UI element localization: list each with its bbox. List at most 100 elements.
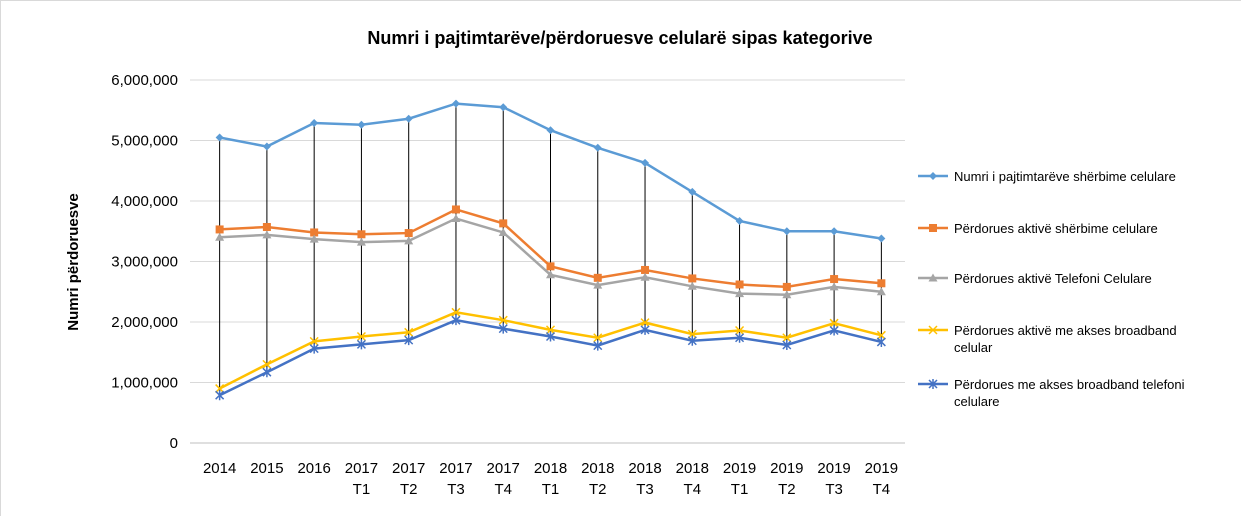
y-tick-label: 2,000,000 [111,314,178,331]
marker [830,275,839,284]
marker [309,343,319,354]
legend-marker [928,379,938,389]
marker [782,282,791,291]
marker [262,223,271,232]
y-tick-label: 1,000,000 [111,375,178,392]
marker [310,118,319,127]
marker [451,214,461,223]
marker [688,274,697,283]
marker [498,227,508,236]
x-tick-label: 2019 [723,460,756,477]
marker [215,384,225,394]
marker [688,187,697,196]
y-tick-label: 3,000,000 [111,254,178,271]
marker [735,325,745,336]
marker [498,323,508,334]
x-tick-label: 2018 [676,460,709,477]
marker [782,227,791,236]
marker [499,219,508,228]
marker [687,329,697,339]
marker [262,359,272,369]
marker [876,330,886,340]
marker [829,325,839,336]
y-axis-label: Numri përdoruesve [65,193,82,331]
marker [215,390,225,401]
legend-label: Përdorues me akses broadband telefoni ce… [954,377,1185,409]
x-tick-label: 2017 [392,460,425,477]
legend-entry: Përdorues aktivë Telefoni Celulare [918,270,1218,287]
marker [356,339,366,350]
marker [876,336,886,347]
x-tick-label: T1 [731,481,749,498]
y-tick-label: 4,000,000 [111,193,178,210]
marker [309,336,319,346]
marker [499,103,508,112]
legend-label: Përdorues aktivë Telefoni Celulare [954,271,1152,286]
marker [593,280,603,289]
marker [546,262,555,271]
marker [215,232,225,241]
marker [830,227,839,236]
marker [641,158,650,167]
x-tick-label: 2019 [865,460,898,477]
x-tick-label: T4 [873,481,891,498]
marker [404,236,414,245]
chart-title: Numri i pajtimtarëve/përdoruesve celular… [367,28,872,48]
legend-entry: Përdorues aktivë me akses broadband celu… [918,322,1218,356]
legend-label: Përdorues aktivë shërbime celulare [954,221,1158,236]
marker [641,265,650,274]
x-tick-label: T4 [684,481,702,498]
y-tick-label: 0 [170,435,178,452]
marker [404,229,413,238]
marker [877,234,886,243]
legend-entry: Përdorues me akses broadband telefoni ce… [918,376,1218,410]
legend-marker [928,273,938,282]
marker [829,318,839,328]
marker [451,315,461,326]
marker [215,133,224,142]
marker [545,325,556,335]
legend-swatch [918,379,948,389]
marker [357,120,366,129]
x-tick-label: 2017 [487,460,520,477]
marker [404,335,414,346]
y-tick-label: 6,000,000 [111,72,178,89]
marker [735,216,744,225]
marker [782,339,792,350]
legend-marker [929,172,937,180]
legend-entry: Numri i pajtimtarëve shërbime celulare [918,168,1218,185]
x-tick-label: 2019 [770,460,803,477]
marker [735,332,745,343]
marker [262,230,272,239]
marker [546,126,555,135]
marker [215,225,224,234]
marker [593,333,603,343]
legend-marker [929,224,937,232]
marker [735,289,745,298]
x-tick-label: 2018 [628,460,661,477]
legend-swatch [918,325,948,335]
marker [357,230,366,239]
legend-entry: Përdorues aktivë shërbime celulare [918,220,1218,237]
marker [687,335,697,346]
x-tick-label: T1 [353,481,371,498]
marker [735,280,744,289]
x-tick-label: T4 [494,481,512,498]
x-tick-label: T1 [542,481,560,498]
marker [262,142,271,151]
marker [829,282,839,291]
marker [782,333,792,343]
x-tick-label: 2015 [250,460,283,477]
marker [262,367,272,378]
marker [356,331,366,342]
x-tick-label: T3 [447,481,465,498]
y-tick-label: 5,000,000 [111,133,178,150]
marker [877,279,886,288]
marker [640,272,650,281]
marker [451,205,460,214]
x-tick-label: T3 [825,481,843,498]
legend-label: Numri i pajtimtarëve shërbime celulare [954,169,1176,184]
x-tick-label: T2 [778,481,796,498]
